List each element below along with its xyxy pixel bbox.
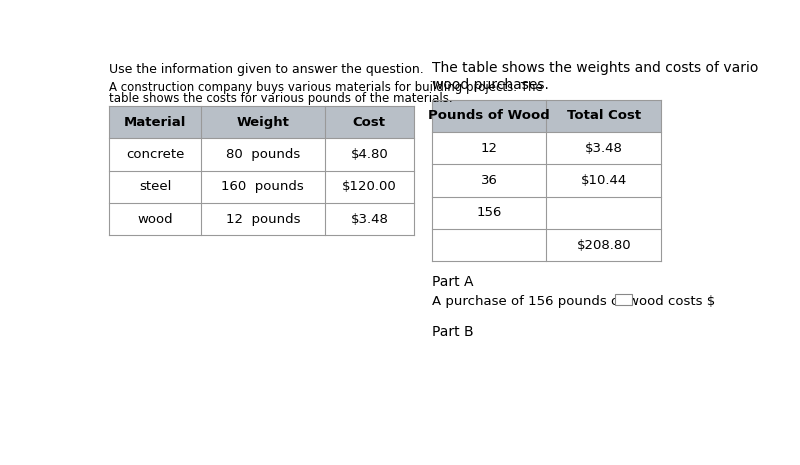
Text: $208.80: $208.80	[577, 239, 631, 252]
Text: $3.48: $3.48	[585, 142, 622, 155]
Text: Weight: Weight	[236, 115, 289, 128]
Text: table shows the costs for various pounds of the materials.: table shows the costs for various pounds…	[110, 92, 453, 105]
Text: Part B: Part B	[432, 325, 474, 339]
Text: wood purchases.: wood purchases.	[432, 78, 549, 92]
Text: 160  pounds: 160 pounds	[222, 180, 304, 193]
Bar	[110, 138, 414, 171]
Text: Pounds of Wood: Pounds of Wood	[428, 109, 550, 122]
Text: 36: 36	[481, 174, 498, 187]
Text: Part A: Part A	[432, 275, 474, 289]
Text: 156: 156	[476, 206, 502, 219]
Text: 12: 12	[481, 142, 498, 155]
Text: A purchase of 156 pounds of wood costs $: A purchase of 156 pounds of wood costs $	[432, 295, 715, 308]
Bar	[432, 132, 661, 164]
Text: .: .	[634, 295, 638, 308]
Text: Use the information given to answer the question.: Use the information given to answer the …	[110, 64, 424, 77]
Bar	[110, 106, 414, 138]
Text: $10.44: $10.44	[581, 174, 627, 187]
Bar	[110, 171, 414, 203]
Text: wood: wood	[138, 213, 173, 226]
Text: steel: steel	[139, 180, 171, 193]
Bar	[615, 294, 633, 306]
Text: Material: Material	[124, 115, 186, 128]
Text: concrete: concrete	[126, 148, 184, 161]
Text: $4.80: $4.80	[350, 148, 388, 161]
Text: 80  pounds: 80 pounds	[226, 148, 300, 161]
Text: 12  pounds: 12 pounds	[226, 213, 300, 226]
Text: $120.00: $120.00	[342, 180, 397, 193]
Bar	[432, 229, 661, 261]
Bar	[432, 100, 661, 132]
Text: The table shows the weights and costs of vario: The table shows the weights and costs of…	[432, 61, 758, 75]
Bar	[432, 164, 661, 197]
Bar	[110, 203, 414, 235]
Text: $3.48: $3.48	[350, 213, 388, 226]
Bar	[432, 197, 661, 229]
Text: A construction company buys various materials for building projects. The: A construction company buys various mate…	[110, 81, 543, 94]
Text: Cost: Cost	[353, 115, 386, 128]
Text: Total Cost: Total Cost	[566, 109, 641, 122]
